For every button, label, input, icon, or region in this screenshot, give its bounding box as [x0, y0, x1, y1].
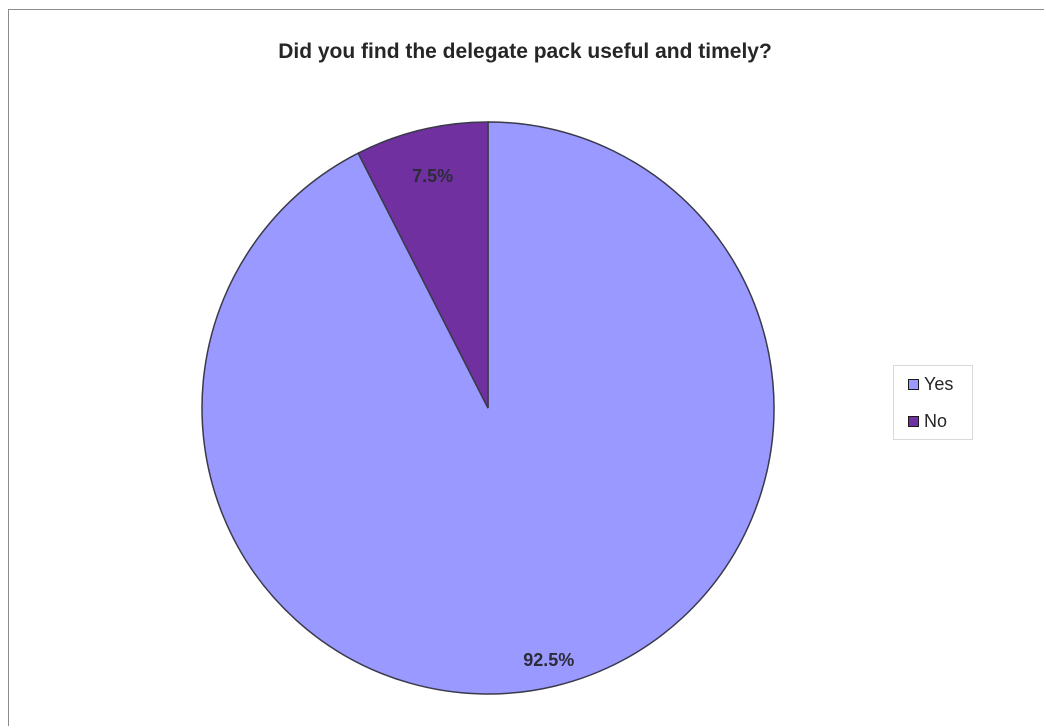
- legend: Yes No: [893, 365, 973, 440]
- legend-swatch-yes: [908, 379, 919, 390]
- chart-title: Did you find the delegate pack useful an…: [278, 40, 772, 63]
- legend-item-yes: Yes: [908, 374, 953, 395]
- legend-label-no: No: [924, 411, 948, 431]
- legend-label-yes: Yes: [924, 374, 954, 394]
- legend-item-no: No: [908, 411, 947, 432]
- legend-swatch-no: [908, 416, 919, 427]
- pie-slice-no: [357, 121, 489, 409]
- data-label-no: 7.5%: [412, 166, 453, 186]
- data-label-yes: 92.5%: [523, 650, 574, 670]
